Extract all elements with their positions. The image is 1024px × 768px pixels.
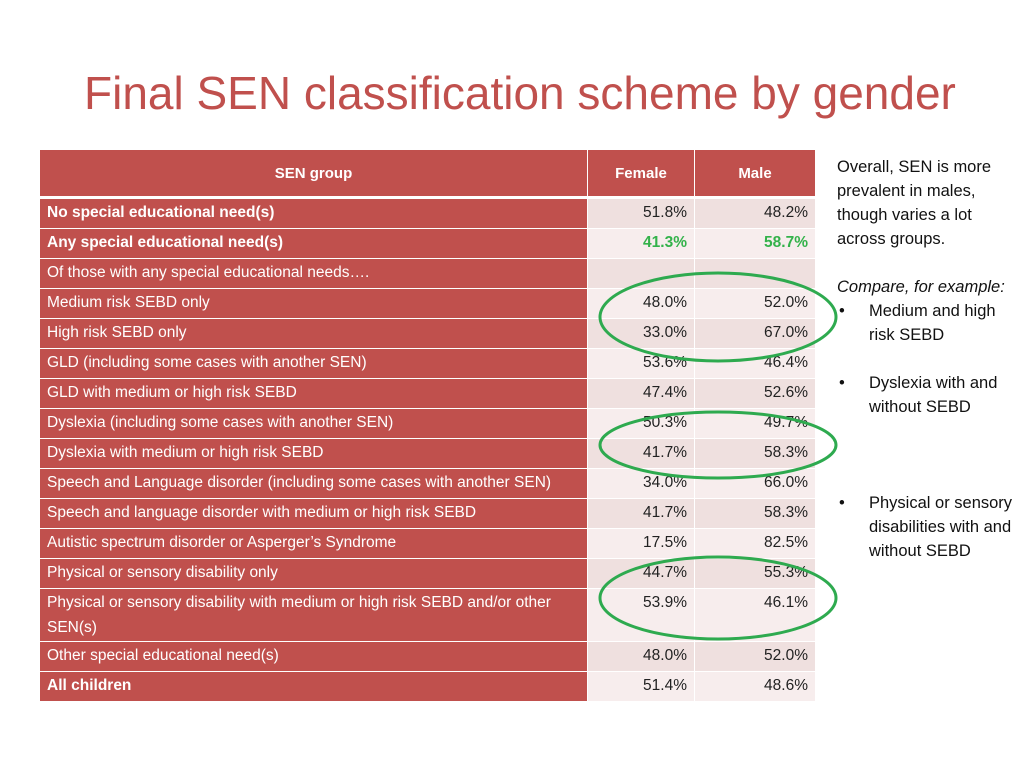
male-value-cell: 48.2%	[694, 197, 816, 229]
table-row: No special educational need(s) 51.8% 48.2%	[39, 197, 816, 229]
male-value-cell: 66.0%	[694, 468, 816, 499]
male-value-cell: 46.4%	[694, 348, 816, 379]
sen-group-cell: Dyslexia with medium or high risk SEBD	[39, 438, 588, 469]
sen-group-cell: All children	[39, 671, 588, 702]
sen-group-cell: No special educational need(s)	[39, 197, 588, 229]
list-item: • Physical or sensory disabilities with a…	[837, 491, 1017, 563]
sen-table: SEN group Female Male No special educati…	[39, 149, 816, 702]
sen-group-cell: Speech and language disorder with medium…	[39, 498, 588, 529]
table-row: Dyslexia with medium or high risk SEBD 41…	[39, 438, 816, 469]
male-value-cell: 52.0%	[694, 641, 816, 672]
table-row: All children 51.4% 48.6%	[39, 671, 816, 702]
sen-group-cell: GLD with medium or high risk SEBD	[39, 378, 588, 409]
bullet-icon: •	[839, 374, 845, 392]
comparison-list: • Medium and high risk SEBD • Dyslexia wit…	[837, 299, 1017, 563]
female-value-cell: 50.3%	[587, 408, 695, 439]
table-row: Autistic spectrum disorder or Asperger’s…	[39, 528, 816, 559]
sen-group-cell: Any special educational need(s)	[39, 228, 588, 259]
table-row: Speech and language disorder with medium…	[39, 498, 816, 529]
table-row: Medium risk SEBD only 48.0% 52.0%	[39, 288, 816, 319]
male-value-cell: 49.7%	[694, 408, 816, 439]
female-value-cell: 51.8%	[587, 197, 695, 229]
bullet-icon: •	[839, 494, 845, 512]
female-value-cell: 41.3%	[587, 228, 695, 259]
intro-text: Overall, SEN is more prevalent in males,…	[837, 158, 992, 248]
female-value-cell: 34.0%	[587, 468, 695, 499]
list-item-text: Physical or sensory disabilities with an…	[869, 494, 1013, 560]
male-value-cell: 52.0%	[694, 288, 816, 319]
bullet-icon: •	[839, 302, 845, 320]
female-value-cell: 51.4%	[587, 671, 695, 702]
table-header-row: SEN group Female Male	[39, 149, 816, 199]
header-sen-group: SEN group	[39, 149, 588, 199]
female-value-cell: 17.5%	[587, 528, 695, 559]
male-value-cell: 46.1%	[694, 588, 816, 642]
female-value-cell: 53.6%	[587, 348, 695, 379]
male-value-cell: 58.3%	[694, 438, 816, 469]
table-row: Speech and Language disorder (including …	[39, 468, 816, 499]
list-item-text: Medium and high risk SEBD	[869, 302, 996, 344]
male-value-cell: 52.6%	[694, 378, 816, 409]
male-value-cell: 48.6%	[694, 671, 816, 702]
table-row: GLD (including some cases with another S…	[39, 348, 816, 379]
male-value-cell	[694, 258, 816, 289]
sen-group-cell: Autistic spectrum disorder or Asperger’s…	[39, 528, 588, 559]
female-value-cell: 44.7%	[587, 558, 695, 589]
slide-title: Final SEN classification scheme by gende…	[84, 67, 956, 119]
female-value-cell	[587, 258, 695, 289]
sen-group-cell: Speech and Language disorder (including …	[39, 468, 588, 499]
sen-group-cell: High risk SEBD only	[39, 318, 588, 349]
female-value-cell: 47.4%	[587, 378, 695, 409]
header-male: Male	[694, 149, 816, 199]
table-row: Physical or sensory disability only 44.7%…	[39, 558, 816, 589]
compare-text: Compare, for example:	[837, 278, 1005, 296]
list-item: • Medium and high risk SEBD	[837, 299, 1017, 347]
sen-group-cell: Of those with any special educational ne…	[39, 258, 588, 289]
male-value-cell: 58.7%	[694, 228, 816, 259]
sen-group-cell: Medium risk SEBD only	[39, 288, 588, 319]
list-item: • Dyslexia with and without SEBD	[837, 371, 1017, 419]
table-row: Of those with any special educational ne…	[39, 258, 816, 289]
sen-group-cell: Physical or sensory disability only	[39, 558, 588, 589]
female-value-cell: 53.9%	[587, 588, 695, 642]
female-value-cell: 48.0%	[587, 288, 695, 319]
sen-group-cell: Other special educational need(s)	[39, 641, 588, 672]
male-value-cell: 82.5%	[694, 528, 816, 559]
table-row: Dyslexia (including some cases with anot…	[39, 408, 816, 439]
side-notes: Overall, SEN is more prevalent in males,…	[837, 155, 1017, 563]
table-row: Any special educational need(s) 41.3% 58.7…	[39, 228, 816, 259]
sen-group-cell: Dyslexia (including some cases with anot…	[39, 408, 588, 439]
female-value-cell: 33.0%	[587, 318, 695, 349]
table-row: High risk SEBD only 33.0% 67.0%	[39, 318, 816, 349]
table-body: No special educational need(s) 51.8% 48.2%…	[39, 197, 816, 702]
sen-group-cell: Physical or sensory disability with medi…	[39, 588, 588, 642]
table-row: GLD with medium or high risk SEBD 47.4% 52…	[39, 378, 816, 409]
header-female: Female	[587, 149, 695, 199]
list-item-text: Dyslexia with and without SEBD	[869, 374, 998, 416]
table-row: Physical or sensory disability with medi…	[39, 588, 816, 642]
male-value-cell: 55.3%	[694, 558, 816, 589]
male-value-cell: 58.3%	[694, 498, 816, 529]
male-value-cell: 67.0%	[694, 318, 816, 349]
female-value-cell: 48.0%	[587, 641, 695, 672]
sen-group-cell: GLD (including some cases with another S…	[39, 348, 588, 379]
table-row: Other special educational need(s) 48.0% 52…	[39, 641, 816, 672]
female-value-cell: 41.7%	[587, 438, 695, 469]
female-value-cell: 41.7%	[587, 498, 695, 529]
